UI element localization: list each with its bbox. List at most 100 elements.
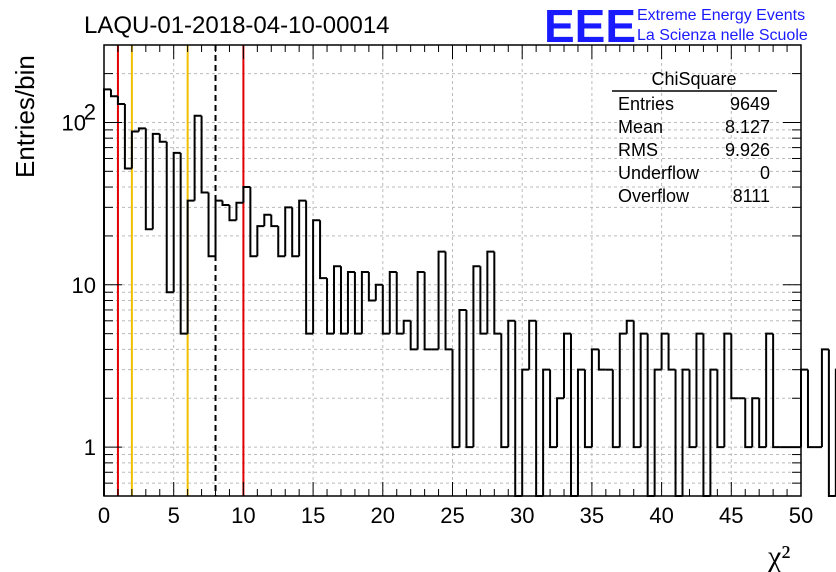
histogram-bin xyxy=(521,368,530,496)
histogram-bin xyxy=(716,369,725,449)
histogram-bin xyxy=(583,369,592,449)
chart-title: LAQU-01-2018-04-10-00014 xyxy=(84,12,390,39)
x-tick-label: 45 xyxy=(719,503,743,528)
histogram-bin xyxy=(681,368,690,496)
histogram-bin xyxy=(339,266,348,335)
histogram-bin xyxy=(353,271,362,335)
histogram-bin xyxy=(827,349,836,497)
stats-label-mean: Mean xyxy=(618,117,663,137)
histogram-bin xyxy=(549,369,558,449)
histogram-bin xyxy=(542,368,551,496)
histogram-bin xyxy=(298,199,307,257)
histogram-bin xyxy=(165,141,174,294)
histogram-bin xyxy=(563,332,571,399)
histogram-bin xyxy=(625,319,634,334)
histogram-bin xyxy=(305,200,314,335)
histogram-bin xyxy=(367,271,376,302)
y-tick-label: 10 xyxy=(72,273,96,298)
x-tick-label: 10 xyxy=(231,503,255,528)
histogram-bin xyxy=(709,368,718,496)
histogram-bin xyxy=(228,205,237,222)
histogram-bin xyxy=(416,270,425,350)
histogram-bin xyxy=(235,201,244,221)
histogram-bin xyxy=(186,199,195,334)
histogram-bin xyxy=(284,206,293,257)
histogram-bin xyxy=(333,265,341,334)
histogram-bin xyxy=(806,369,815,449)
histogram-bin xyxy=(576,368,585,496)
histogram-bin xyxy=(723,332,732,448)
histogram-bin xyxy=(409,320,418,351)
histogram-bin xyxy=(479,266,488,335)
histogram-bin xyxy=(500,333,509,449)
histogram-bin xyxy=(144,128,153,231)
stats-box: ChiSquare Entries 9649 Mean 8.127 RMS 9.… xyxy=(612,69,777,206)
histogram-bin xyxy=(200,115,209,194)
stats-label-overflow: Overflow xyxy=(618,186,690,206)
histogram-bin xyxy=(751,397,760,448)
histogram-bin xyxy=(528,319,537,370)
histogram-bin xyxy=(319,220,328,280)
x-tick-label: 20 xyxy=(371,503,395,528)
stats-value-entries: 9649 xyxy=(730,94,770,114)
histogram-bin xyxy=(214,199,223,257)
stats-name: ChiSquare xyxy=(651,69,736,89)
histogram-bin xyxy=(758,398,767,449)
histogram-bin xyxy=(193,114,202,201)
histogram-bin xyxy=(137,127,146,132)
x-tick-label: 5 xyxy=(168,503,180,528)
histogram-bin xyxy=(326,278,335,335)
histogram-bin xyxy=(381,284,390,335)
histogram-bin xyxy=(744,398,753,449)
histogram-bin xyxy=(360,270,369,334)
histogram-bin xyxy=(388,270,397,334)
x-tick-label: 25 xyxy=(440,503,464,528)
histogram-bin xyxy=(346,270,355,334)
stats-label-entries: Entries xyxy=(618,94,674,114)
x-axis-label: χ² xyxy=(767,540,790,572)
histogram-bin xyxy=(263,213,272,227)
histogram-bin xyxy=(765,332,774,448)
brand-logo: EEE Extreme Energy Events La Scienza nel… xyxy=(544,0,808,52)
x-tick-label: 40 xyxy=(649,503,673,528)
histogram-bin xyxy=(730,333,739,400)
histogram-bin xyxy=(667,333,676,371)
histogram-bin xyxy=(472,265,481,448)
y-tick-label: 1 xyxy=(84,435,96,460)
histogram-bin xyxy=(632,320,641,449)
histogram-bin xyxy=(486,250,495,334)
y-tick-label-exponent: 2 xyxy=(84,99,96,124)
histogram-bin xyxy=(402,319,411,334)
stats-value-mean: 8.127 xyxy=(725,117,770,137)
histogram-bin xyxy=(374,283,383,301)
stats-value-overflow: 8111 xyxy=(733,186,770,206)
grid-layer xyxy=(104,45,801,496)
x-tick-label: 35 xyxy=(580,503,604,528)
histogram-bin xyxy=(556,397,565,448)
histogram-bin xyxy=(277,226,286,258)
histogram-bin xyxy=(123,103,132,170)
histogram-bin xyxy=(109,89,118,98)
histogram-bin xyxy=(444,251,453,351)
histogram-bin xyxy=(207,192,216,258)
histogram-bin xyxy=(688,369,697,449)
histogram-bin xyxy=(493,251,502,335)
histogram-bin xyxy=(695,332,704,448)
histogram-bin xyxy=(618,332,627,448)
brand-line-1: Extreme Energy Events xyxy=(637,7,805,24)
histogram-bin xyxy=(179,152,188,335)
stats-value-rms: 9.926 xyxy=(725,140,770,160)
histogram-bin xyxy=(653,368,662,496)
histogram-bin xyxy=(221,200,230,207)
axes xyxy=(103,44,802,497)
histogram-bin xyxy=(660,332,669,370)
brand-logo-text: EEE xyxy=(544,0,636,52)
histogram-bin xyxy=(590,348,599,448)
histogram-bin xyxy=(820,348,829,448)
histogram-bin xyxy=(172,151,181,293)
histogram-bin xyxy=(465,309,474,449)
histogram-bin xyxy=(116,96,125,105)
histogram-bin xyxy=(597,349,606,371)
